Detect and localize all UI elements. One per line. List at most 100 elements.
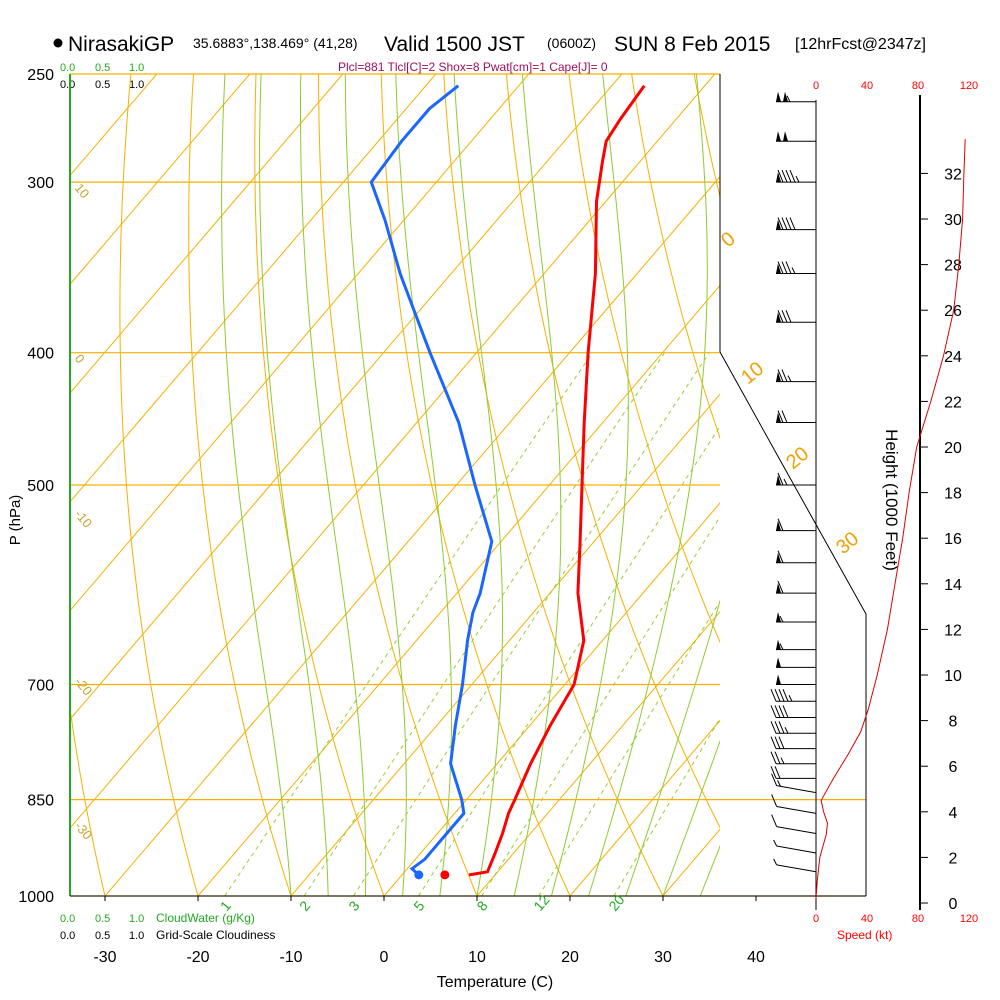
isotherm-line [476, 611, 720, 896]
barb-full [770, 736, 777, 749]
barb-half [779, 615, 784, 623]
barb-half [787, 375, 792, 382]
dry-adiabat-label: 10 [737, 358, 768, 389]
height-tick-label: 22 [944, 394, 962, 411]
barb-full [781, 261, 788, 274]
barb-full [777, 169, 784, 183]
wind-barb [773, 839, 817, 854]
barb-full [785, 169, 792, 183]
barb-staff [776, 785, 817, 794]
moist-adiabat-line [453, 74, 503, 896]
dry-adiabat-line [254, 74, 385, 896]
moist-adiabat-lines [221, 74, 720, 896]
bottom-cloudwater-tick-0: 0.0 [60, 913, 75, 925]
top-cloudiness-tick-2: 1.0 [129, 79, 144, 91]
barb-pennant [776, 412, 781, 423]
moist-adiabat-line [259, 74, 329, 896]
barb-pennant [776, 131, 781, 142]
barb-pennant [776, 583, 781, 594]
surface-temperature-dot [440, 870, 450, 880]
barb-full [781, 310, 788, 323]
height-tick-label: 14 [944, 577, 962, 594]
wind-barb [776, 310, 816, 323]
wind-barb [776, 472, 816, 486]
p-tick-label: 700 [27, 678, 54, 695]
y-axis-title: P (hPa) [7, 495, 24, 546]
wind-barb [776, 580, 816, 594]
barb-full [774, 689, 781, 702]
barb-half [780, 757, 785, 764]
bottom-cloudwater-tick-2: 1.0 [129, 913, 144, 925]
x-tick-label: -30 [93, 949, 116, 966]
dry-adiabat-lines [70, 74, 1000, 896]
barb-full [781, 369, 788, 382]
speed-ticks-bottom: 0 40 80 120 [813, 913, 978, 925]
dry-adiabat-label: 20 [782, 443, 813, 474]
bottom-cloudiness-tick-0: 0.0 [60, 930, 75, 942]
top-cloudwater-ticks: 0.0 0.5 1.0 [60, 62, 144, 74]
barb-full [771, 794, 778, 807]
p-tick-label: 250 [27, 67, 54, 84]
wind-barb [776, 410, 816, 424]
valid-time: Valid 1500 JST [384, 33, 525, 56]
height-tick-label: 10 [944, 668, 962, 685]
station-coords: 35.6883°,138.469° (41,28) [193, 35, 358, 51]
barb-full [770, 721, 777, 734]
moist-adiabat-line [662, 739, 720, 896]
speed-tick-bottom-1: 40 [861, 913, 873, 925]
height-tick-label: 30 [944, 212, 962, 229]
barb-full [771, 773, 778, 786]
height-tick-label: 2 [949, 850, 958, 867]
mixing-ratio-label: 5 [410, 898, 427, 914]
barb-half [777, 780, 781, 787]
height-tick-label: 20 [944, 440, 962, 457]
barb-full [777, 261, 784, 274]
top-cloudiness-tick-1: 0.5 [95, 79, 110, 91]
barb-full [774, 766, 781, 779]
barb-full [770, 705, 777, 718]
wind-barbs [770, 91, 817, 873]
x-axis-title: Temperature (C) [437, 974, 553, 991]
mixing-ratio-line [303, 352, 666, 896]
mixing-ratio-line [224, 352, 593, 896]
barb-full [778, 689, 785, 702]
mixing-ratio-label: 8 [473, 898, 490, 914]
top-cloudiness-ticks: 0.0 0.5 1.0 [60, 79, 144, 91]
height-tick-label: 4 [949, 805, 958, 822]
barb-half [786, 95, 791, 103]
wind-barb [776, 518, 816, 532]
speed-tick-bottom-2: 80 [912, 913, 924, 925]
mixing-ratio-label: 3 [345, 898, 362, 914]
wind-barb [776, 261, 816, 275]
barb-staff [776, 826, 817, 835]
temperature-curve [468, 84, 646, 877]
barb-pennant [776, 312, 781, 323]
barb-full [782, 705, 789, 718]
speed-tick-top-3: 120 [960, 80, 978, 92]
barb-pennant [776, 520, 781, 531]
p-tick-label: 300 [27, 175, 54, 192]
plot-frame [69, 74, 921, 910]
barb-pennant [776, 657, 781, 668]
station-dot-icon [53, 38, 63, 48]
barb-pennant [776, 475, 781, 485]
barb-full [777, 217, 784, 230]
dry-adiabat-line [188, 74, 292, 896]
bottom-cloudiness-tick-2: 1.0 [129, 930, 144, 942]
wind-barb [776, 91, 816, 103]
dry-adiabat-line [819, 74, 1000, 896]
wind-barb [776, 674, 816, 686]
barb-full [774, 721, 781, 734]
wind-speed-profile [815, 139, 966, 899]
dry-adiabat-line [505, 74, 720, 829]
top-cloudiness-tick-0: 0.0 [60, 79, 75, 91]
moist-adiabat-line [513, 74, 562, 896]
top-cloudwater-tick-0: 0.0 [60, 62, 75, 74]
top-cloudwater-tick-2: 1.0 [129, 62, 144, 74]
dry-adiabat-line [318, 74, 478, 896]
speed-tick-top-2: 80 [912, 80, 924, 92]
wind-barb [771, 814, 817, 835]
barb-staff [776, 864, 817, 873]
isotherm-label: 10 [72, 180, 93, 201]
wind-barb [770, 721, 816, 734]
